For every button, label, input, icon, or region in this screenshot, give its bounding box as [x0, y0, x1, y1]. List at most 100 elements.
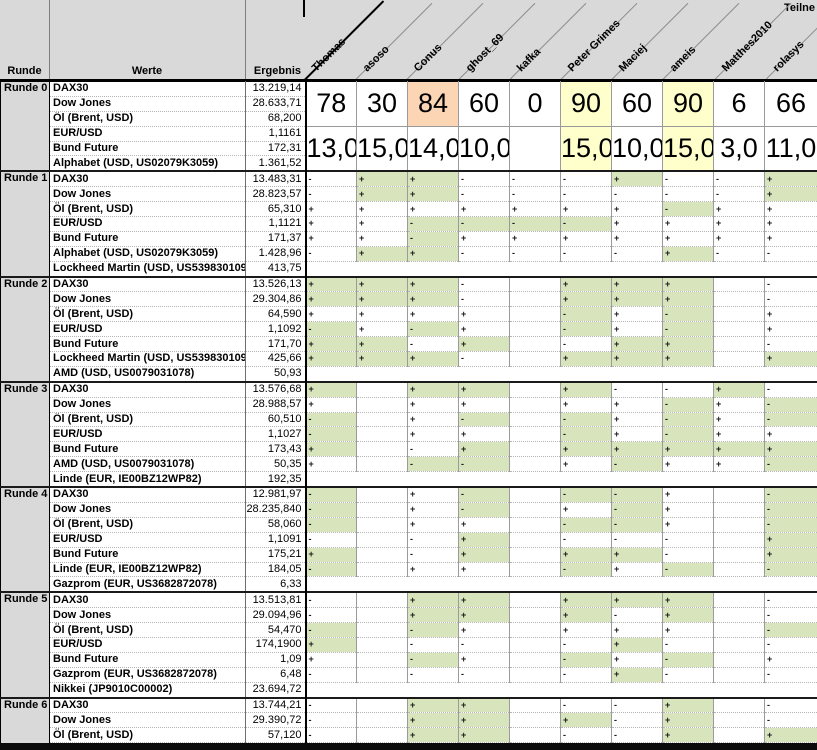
score-cell[interactable]: 0	[509, 81, 561, 127]
prediction-cell[interactable]: +	[764, 532, 817, 548]
prediction-cell[interactable]	[356, 380, 408, 398]
score-cell[interactable]: 60	[458, 81, 510, 127]
empty-row-cell[interactable]	[305, 261, 817, 278]
prediction-cell[interactable]	[356, 696, 408, 714]
prediction-cell[interactable]: -	[611, 380, 663, 398]
prediction-cell[interactable]: -	[560, 170, 612, 188]
prediction-cell[interactable]: +	[305, 351, 357, 367]
prediction-cell[interactable]: +	[458, 547, 510, 563]
prediction-cell[interactable]	[509, 607, 561, 624]
ergebnis-cell[interactable]: 413,75	[245, 261, 307, 278]
werte-cell[interactable]: Alphabet (USD, US02079K3059)	[49, 155, 246, 172]
prediction-cell[interactable]: +	[407, 562, 459, 578]
ergebnis-cell[interactable]: 50,35	[245, 456, 307, 473]
werte-cell[interactable]: Öl (Brent, USD)	[49, 412, 246, 428]
prediction-cell[interactable]: +	[560, 275, 612, 293]
werte-cell[interactable]: Lockheed Martin (USD, US5398301094)	[49, 351, 246, 367]
prediction-cell[interactable]: -	[560, 486, 612, 503]
werte-cell[interactable]: Dow Jones	[49, 96, 246, 112]
prediction-cell[interactable]	[509, 291, 561, 308]
prediction-cell[interactable]: -	[305, 562, 357, 578]
ergebnis-cell[interactable]: 425,66	[245, 351, 307, 367]
prediction-cell[interactable]: +	[560, 622, 612, 638]
empty-row-cell[interactable]	[305, 682, 817, 699]
prediction-cell[interactable]: +	[458, 321, 510, 338]
prediction-cell[interactable]	[356, 562, 408, 578]
ergebnis-cell[interactable]: 29.304,86	[245, 291, 307, 308]
prediction-cell[interactable]: -	[560, 667, 612, 683]
prediction-cell[interactable]: +	[611, 426, 663, 443]
prediction-cell[interactable]: -	[458, 186, 510, 203]
prediction-cell[interactable]: -	[560, 426, 612, 443]
prediction-cell[interactable]: -	[611, 186, 663, 203]
prediction-cell[interactable]: -	[764, 412, 817, 428]
prediction-cell[interactable]: +	[305, 336, 357, 353]
score-cell[interactable]: 60	[611, 81, 663, 127]
prediction-cell[interactable]: -	[560, 216, 612, 232]
prediction-cell[interactable]: +	[560, 547, 612, 563]
werte-cell[interactable]: AMD (USD, US0079031078)	[49, 366, 246, 383]
points-cell[interactable]: 10,0	[458, 126, 510, 172]
werte-cell[interactable]: DAX30	[49, 696, 246, 714]
prediction-cell[interactable]: +	[713, 201, 765, 218]
points-cell[interactable]: 13,0	[305, 126, 357, 172]
prediction-cell[interactable]: +	[713, 231, 765, 247]
points-cell[interactable]: 15,0	[356, 126, 408, 172]
ergebnis-cell[interactable]: 13.219,14	[245, 81, 307, 97]
prediction-cell[interactable]: -	[407, 456, 459, 473]
prediction-cell[interactable]: -	[764, 607, 817, 624]
werte-cell[interactable]: EUR/USD	[49, 321, 246, 338]
prediction-cell[interactable]: +	[611, 201, 663, 218]
prediction-cell[interactable]: -	[509, 216, 561, 232]
prediction-cell[interactable]: -	[764, 622, 817, 638]
points-cell[interactable]: 3,0	[713, 126, 765, 172]
prediction-cell[interactable]: -	[611, 486, 663, 503]
prediction-cell[interactable]: +	[611, 637, 663, 653]
prediction-cell[interactable]	[509, 336, 561, 353]
ergebnis-cell[interactable]: 1.361,52	[245, 155, 307, 172]
prediction-cell[interactable]: -	[611, 532, 663, 548]
prediction-cell[interactable]: +	[305, 291, 357, 308]
prediction-cell[interactable]: +	[611, 562, 663, 578]
prediction-cell[interactable]: +	[356, 216, 408, 232]
prediction-cell[interactable]: +	[458, 306, 510, 323]
prediction-cell[interactable]: +	[713, 441, 765, 458]
prediction-cell[interactable]	[713, 591, 765, 609]
ergebnis-cell[interactable]: 1,1121	[245, 216, 307, 232]
prediction-cell[interactable]: +	[407, 201, 459, 218]
prediction-cell[interactable]: -	[560, 336, 612, 353]
prediction-cell[interactable]: +	[764, 727, 817, 744]
prediction-cell[interactable]	[509, 622, 561, 638]
werte-cell[interactable]: Bund Future	[49, 336, 246, 353]
prediction-cell[interactable]: -	[713, 246, 765, 262]
prediction-cell[interactable]: +	[764, 426, 817, 443]
ergebnis-cell[interactable]: 28.235,840	[245, 502, 307, 518]
participant-name[interactable]: Conus	[412, 41, 445, 75]
prediction-cell[interactable]: -	[662, 306, 714, 323]
prediction-cell[interactable]: -	[305, 426, 357, 443]
prediction-cell[interactable]: -	[560, 321, 612, 338]
werte-cell[interactable]: EUR/USD	[49, 532, 246, 548]
prediction-cell[interactable]: -	[407, 216, 459, 232]
prediction-cell[interactable]: +	[662, 336, 714, 353]
prediction-cell[interactable]: +	[662, 456, 714, 473]
prediction-cell[interactable]	[713, 562, 765, 578]
prediction-cell[interactable]: -	[662, 426, 714, 443]
prediction-cell[interactable]: +	[458, 562, 510, 578]
prediction-cell[interactable]	[509, 441, 561, 458]
points-cell[interactable]: 15,0	[662, 126, 714, 172]
prediction-cell[interactable]: +	[305, 380, 357, 398]
prediction-cell[interactable]: -	[458, 351, 510, 367]
prediction-cell[interactable]: +	[713, 380, 765, 398]
prediction-cell[interactable]	[713, 712, 765, 729]
prediction-cell[interactable]: +	[509, 201, 561, 218]
prediction-cell[interactable]	[713, 291, 765, 308]
prediction-cell[interactable]: +	[356, 321, 408, 338]
prediction-cell[interactable]: +	[458, 532, 510, 548]
prediction-cell[interactable]	[509, 562, 561, 578]
prediction-cell[interactable]: -	[305, 667, 357, 683]
ergebnis-cell[interactable]: 171,37	[245, 231, 307, 247]
empty-row-cell[interactable]	[305, 471, 817, 488]
prediction-cell[interactable]: +	[662, 622, 714, 638]
prediction-cell[interactable]: +	[458, 426, 510, 443]
